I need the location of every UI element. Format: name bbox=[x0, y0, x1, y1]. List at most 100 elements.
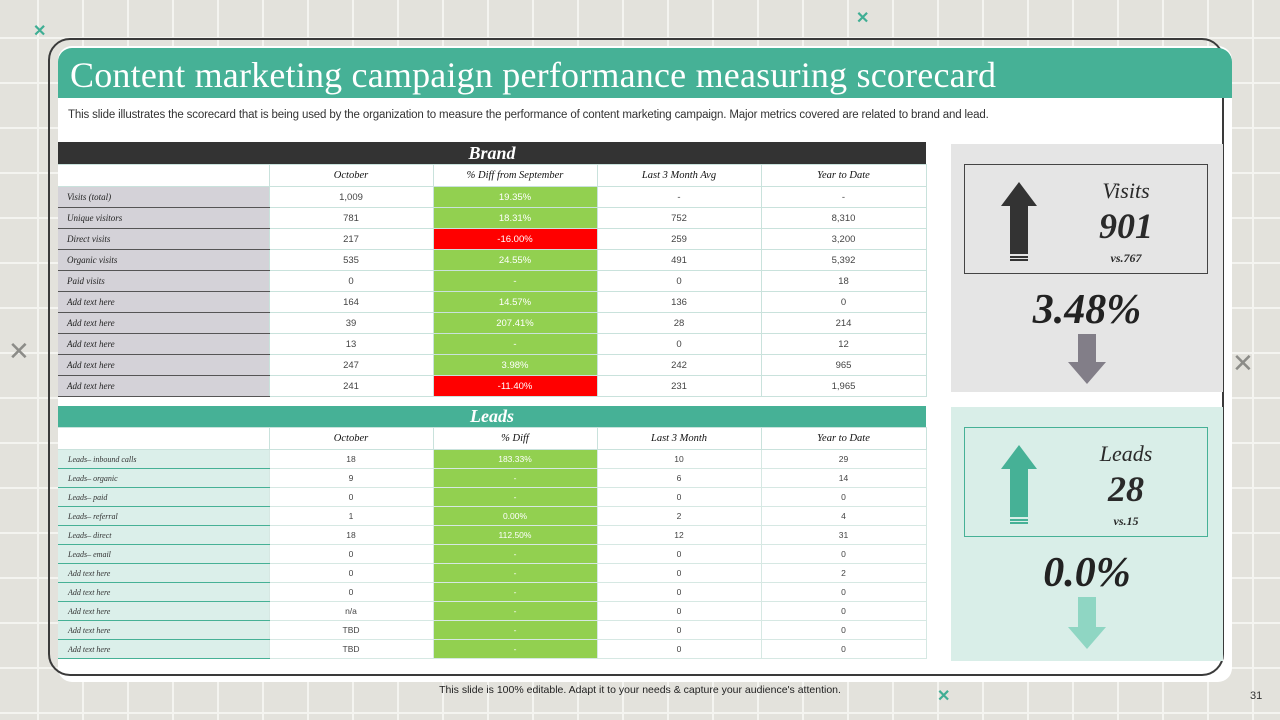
leads-october-cell: 9 bbox=[268, 468, 434, 488]
leads-diff-cell: - bbox=[432, 601, 598, 621]
leads-heading: Leads bbox=[58, 406, 927, 428]
brand-october-cell: 535 bbox=[268, 249, 434, 271]
leads-last3-cell: 6 bbox=[596, 468, 762, 488]
leads-diff-cell: - bbox=[432, 544, 598, 564]
leads-diff-cell: - bbox=[432, 639, 598, 659]
brand-row: Paid visits 0-0 18 bbox=[58, 270, 927, 292]
brand-october-cell: 247 bbox=[268, 354, 434, 376]
leads-kpi-name: Leads bbox=[1099, 441, 1153, 466]
column-header: % Diff bbox=[432, 427, 598, 450]
leads-kpi-panel: Leads 28 vs.15 0.0% bbox=[951, 407, 1223, 661]
brand-ytd-cell: 18 bbox=[760, 270, 927, 292]
leads-ytd-cell: 0 bbox=[760, 487, 927, 507]
column-header: % Diff from September bbox=[432, 164, 598, 187]
leads-row: Leads– paid 0-0 0 bbox=[58, 487, 927, 507]
column-header: Last 3 Month Avg bbox=[596, 164, 762, 187]
page-number: 31 bbox=[1250, 690, 1263, 702]
leads-october-cell: 18 bbox=[268, 449, 434, 469]
brand-ytd-cell: 214 bbox=[760, 312, 927, 334]
brand-october-cell: 0 bbox=[268, 270, 434, 292]
leads-ytd-cell: 14 bbox=[760, 468, 927, 488]
leads-table: Leads October % Diff Last 3 Month Year t… bbox=[58, 406, 927, 659]
cross-mark-icon: ✕ bbox=[856, 10, 870, 27]
leads-october-cell: 0 bbox=[268, 563, 434, 583]
brand-row: Add text here 39 207.41% 28 214 bbox=[58, 312, 927, 334]
brand-october-cell: 39 bbox=[268, 312, 434, 334]
brand-ytd-cell: 0 bbox=[760, 291, 927, 313]
brand-diff-cell: -11.40% bbox=[432, 375, 598, 397]
leads-diff-cell: 183.33% bbox=[432, 449, 598, 469]
leads-ytd-cell: 0 bbox=[760, 620, 927, 640]
leads-last3-cell: 0 bbox=[596, 620, 762, 640]
brand-row: Add text here 247 3.98% 242 965 bbox=[58, 354, 927, 376]
leads-last3-cell: 0 bbox=[596, 601, 762, 621]
leads-row-label: Leads– referral bbox=[58, 506, 270, 526]
brand-row-label: Organic visits bbox=[58, 249, 270, 271]
brand-ytd-cell: 1,965 bbox=[760, 375, 927, 397]
visits-kpi-panel: Visits 901 vs.767 3.48% bbox=[951, 144, 1223, 392]
leads-row: Leads– email 0-0 0 bbox=[58, 544, 927, 564]
leads-row-label: Add text here bbox=[58, 582, 270, 602]
leads-ytd-cell: 29 bbox=[760, 449, 927, 469]
leads-kpi-box: Leads 28 vs.15 bbox=[964, 427, 1208, 537]
leads-diff-cell: - bbox=[432, 620, 598, 640]
leads-ytd-cell: 0 bbox=[760, 639, 927, 659]
leads-diff-cell: - bbox=[432, 582, 598, 602]
leads-october-cell: 0 bbox=[268, 487, 434, 507]
leads-kpi-comparison: vs.15 bbox=[1113, 514, 1139, 528]
cross-outline-icon: ✕ bbox=[8, 336, 30, 366]
brand-october-cell: 781 bbox=[268, 207, 434, 229]
down-arrow-icon bbox=[1068, 597, 1106, 649]
brand-ytd-cell: 965 bbox=[760, 354, 927, 376]
leads-row-label: Leads– email bbox=[58, 544, 270, 564]
brand-ytd-cell: - bbox=[760, 186, 927, 208]
leads-ytd-cell: 0 bbox=[760, 582, 927, 602]
brand-row-label: Add text here bbox=[58, 375, 270, 397]
leads-october-cell: n/a bbox=[268, 601, 434, 621]
brand-row-label: Add text here bbox=[58, 312, 270, 334]
column-header: October bbox=[268, 164, 434, 187]
header-empty-cell bbox=[58, 164, 270, 187]
leads-diff-cell: - bbox=[432, 468, 598, 488]
up-arrow-icon bbox=[1001, 445, 1037, 524]
brand-october-cell: 164 bbox=[268, 291, 434, 313]
brand-row-label: Add text here bbox=[58, 354, 270, 376]
visits-kpi-name: Visits bbox=[1102, 178, 1150, 203]
brand-row-label: Paid visits bbox=[58, 270, 270, 292]
leads-row-label: Leads– direct bbox=[58, 525, 270, 545]
brand-ytd-cell: 8,310 bbox=[760, 207, 927, 229]
brand-diff-cell: -16.00% bbox=[432, 228, 598, 250]
column-header: Last 3 Month bbox=[596, 427, 762, 450]
leads-last3-cell: 0 bbox=[596, 487, 762, 507]
leads-ytd-cell: 0 bbox=[760, 544, 927, 564]
cross-mark-icon: ✕ bbox=[33, 23, 47, 40]
brand-row: Add text here 241 -11.40% 231 1,965 bbox=[58, 375, 927, 397]
cross-mark-icon: ✕ bbox=[937, 688, 951, 705]
brand-row: Add text here 13-0 12 bbox=[58, 333, 927, 355]
brand-october-cell: 13 bbox=[268, 333, 434, 355]
brand-diff-cell: - bbox=[432, 333, 598, 355]
column-header: Year to Date bbox=[760, 164, 927, 187]
slide-card-frame bbox=[48, 38, 1224, 676]
brand-row-label: Unique visitors bbox=[58, 207, 270, 229]
leads-last3-cell: 0 bbox=[596, 563, 762, 583]
column-header: October bbox=[268, 427, 434, 450]
leads-row-label: Add text here bbox=[58, 601, 270, 621]
leads-diff-cell: - bbox=[432, 487, 598, 507]
leads-october-cell: 0 bbox=[268, 544, 434, 564]
brand-october-cell: 241 bbox=[268, 375, 434, 397]
leads-last3-cell: 10 bbox=[596, 449, 762, 469]
leads-row: Add text here n/a -0 0 bbox=[58, 601, 927, 621]
brand-avg3-cell: 259 bbox=[596, 228, 762, 250]
leads-row: Add text here TBD -0 0 bbox=[58, 639, 927, 659]
brand-diff-cell: 24.55% bbox=[432, 249, 598, 271]
brand-row-label: Direct visits bbox=[58, 228, 270, 250]
leads-last3-cell: 12 bbox=[596, 525, 762, 545]
brand-row-label: Add text here bbox=[58, 333, 270, 355]
brand-october-cell: 1,009 bbox=[268, 186, 434, 208]
leads-row: Add text here 0-0 0 bbox=[58, 582, 927, 602]
brand-avg3-cell: 491 bbox=[596, 249, 762, 271]
brand-avg3-cell: 136 bbox=[596, 291, 762, 313]
leads-october-cell: TBD bbox=[268, 639, 434, 659]
leads-ytd-cell: 31 bbox=[760, 525, 927, 545]
